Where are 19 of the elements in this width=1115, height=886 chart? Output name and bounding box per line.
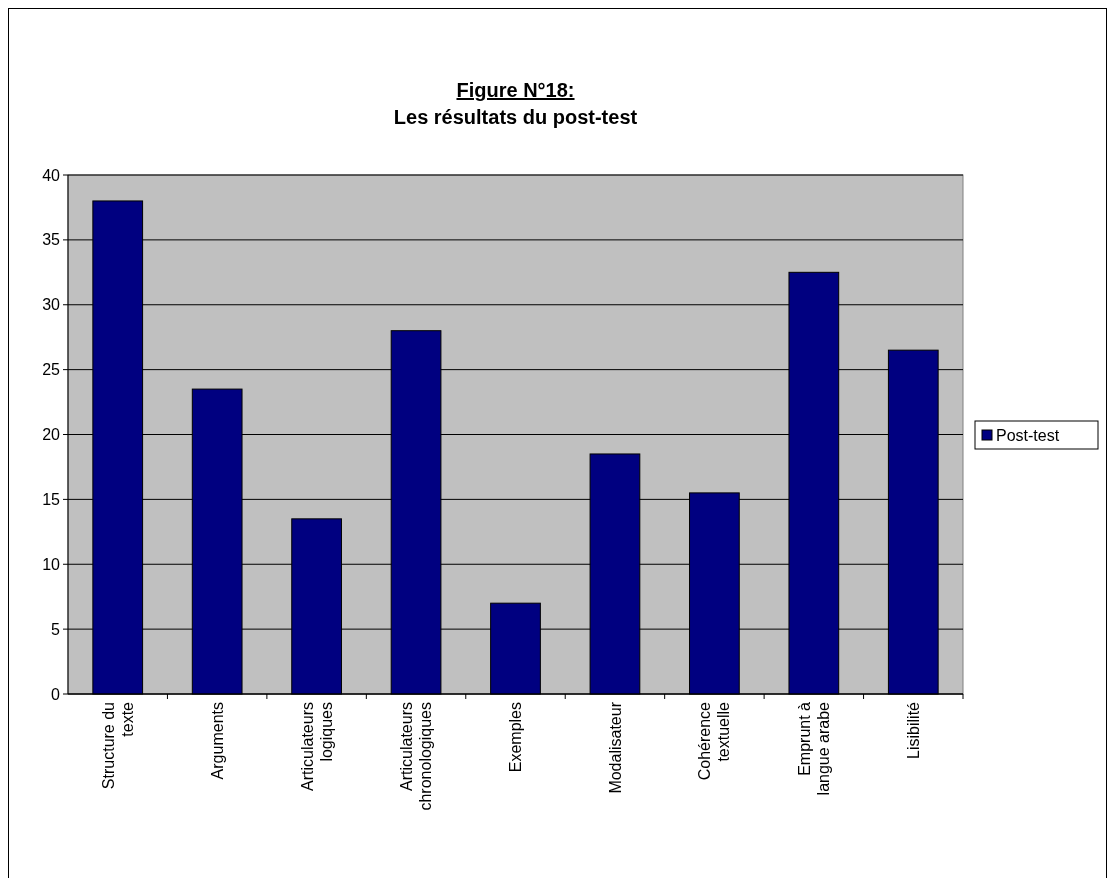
- x-tick-label: Modalisateur: [606, 701, 624, 794]
- legend-label: Post-test: [996, 426, 1060, 444]
- y-tick-label: 30: [42, 296, 61, 314]
- y-tick-label: 10: [42, 555, 61, 573]
- x-tick-label: Structure du texte: [99, 701, 136, 790]
- x-tick-label: Cohérence textuelle: [696, 701, 733, 781]
- y-tick-label: 5: [51, 620, 61, 638]
- chart-title: Figure N°18:: [456, 79, 575, 101]
- x-tick-label: Arguments: [208, 702, 226, 780]
- y-tick-label: 20: [42, 426, 61, 444]
- chart-subtitle: Les résultats du post-test: [393, 106, 638, 128]
- x-tick-label: Lisibilité: [904, 701, 922, 759]
- y-tick-label: 0: [51, 685, 61, 703]
- x-tick-label: Articulateurs logiques: [298, 702, 335, 791]
- y-tick-label: 25: [42, 361, 61, 379]
- x-tick-label: Exemples: [507, 702, 525, 773]
- y-tick-label: 35: [42, 231, 61, 249]
- y-tick-label: 15: [42, 490, 61, 508]
- y-tick-label: 40: [42, 166, 61, 184]
